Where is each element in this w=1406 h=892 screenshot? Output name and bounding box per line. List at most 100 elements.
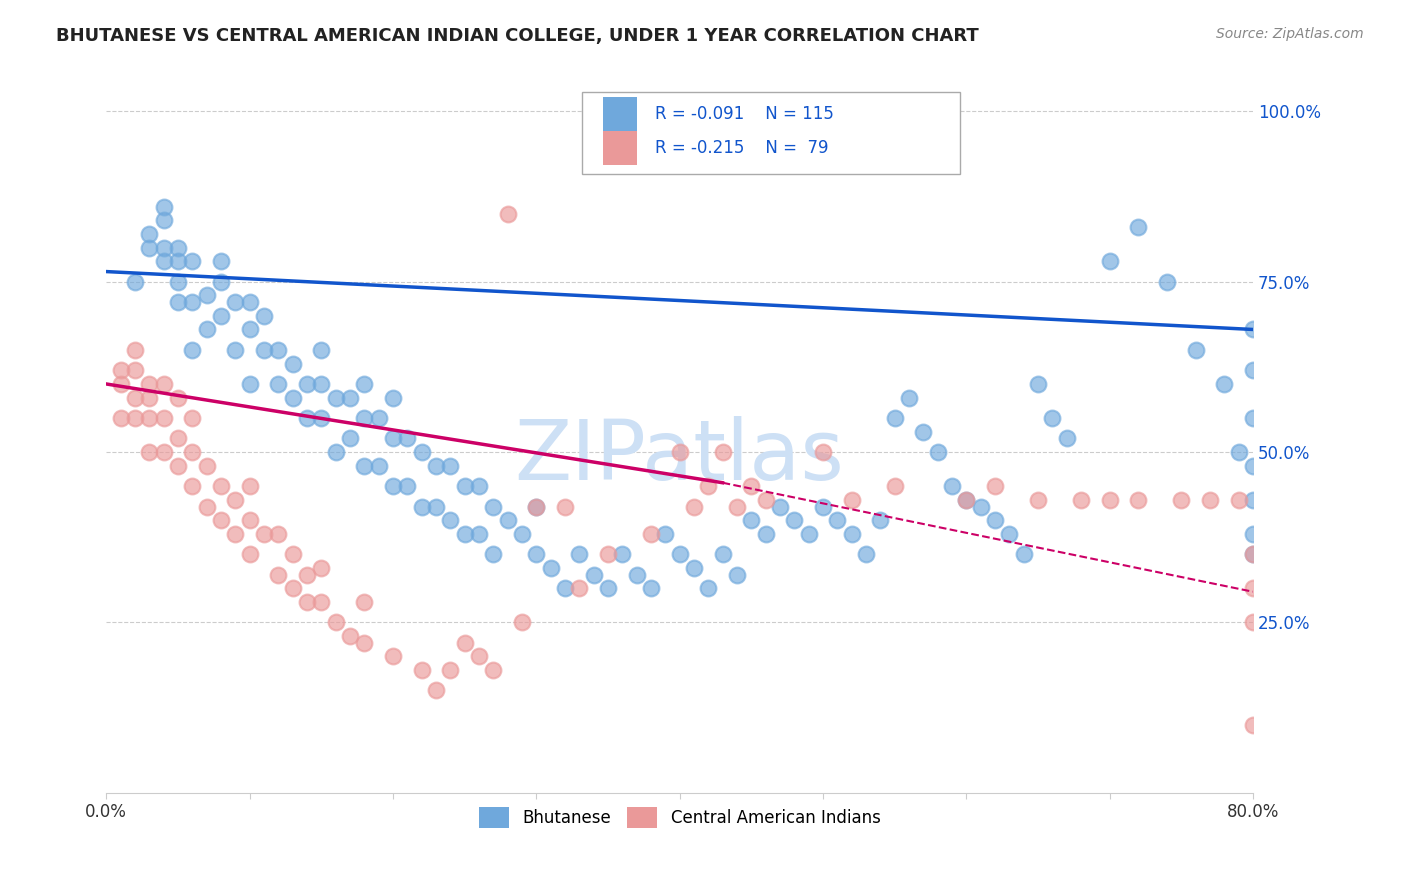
Point [267,526,290,541]
Point [1070,492,1092,507]
Point [353,411,375,425]
Point [883,411,905,425]
Point [267,567,290,582]
Point [110,411,132,425]
Point [955,492,977,507]
Point [238,376,260,391]
Point [124,275,146,289]
Point [439,663,461,677]
Point [295,567,318,582]
Point [1241,582,1264,596]
Point [825,513,848,527]
Point [640,526,662,541]
Point [181,343,204,357]
Text: BHUTANESE VS CENTRAL AMERICAN INDIAN COLLEGE, UNDER 1 YEAR CORRELATION CHART: BHUTANESE VS CENTRAL AMERICAN INDIAN COL… [56,27,979,45]
Point [1227,492,1250,507]
Point [309,376,332,391]
Point [783,513,806,527]
Point [281,582,304,596]
Point [411,500,433,514]
FancyBboxPatch shape [603,131,637,165]
Point [152,200,174,214]
Point [152,254,174,268]
Point [181,411,204,425]
Point [510,526,533,541]
Point [281,357,304,371]
Point [1241,411,1264,425]
Point [425,500,447,514]
Point [353,376,375,391]
Point [596,547,619,561]
Point [841,526,863,541]
Point [152,411,174,425]
Point [1098,492,1121,507]
Point [1098,254,1121,268]
Point [568,547,591,561]
Point [941,479,963,493]
Text: Source: ZipAtlas.com: Source: ZipAtlas.com [1216,27,1364,41]
Point [267,343,290,357]
Point [110,363,132,377]
Point [295,595,318,609]
Point [339,629,361,643]
Point [1128,492,1150,507]
Point [195,322,218,336]
Point [1040,411,1063,425]
Point [439,513,461,527]
Point [253,343,276,357]
FancyBboxPatch shape [603,96,637,131]
Point [654,526,676,541]
Point [754,526,776,541]
Point [224,295,246,310]
Point [453,636,475,650]
Point [195,458,218,473]
Point [110,376,132,391]
Point [524,500,547,514]
Point [1156,275,1178,289]
Point [181,445,204,459]
Point [209,513,232,527]
Point [683,561,706,575]
Point [668,547,690,561]
Point [897,391,920,405]
Point [984,513,1007,527]
Point [869,513,891,527]
Point [1241,547,1264,561]
Point [984,479,1007,493]
Point [754,492,776,507]
Point [209,254,232,268]
Point [596,582,619,596]
Point [381,649,404,664]
Point [396,432,419,446]
Point [167,432,190,446]
Point [167,458,190,473]
Point [640,582,662,596]
Point [841,492,863,507]
Point [209,275,232,289]
Point [167,391,190,405]
Point [267,376,290,391]
Point [998,526,1021,541]
Point [124,363,146,377]
Point [353,636,375,650]
Point [124,343,146,357]
Point [138,227,160,241]
Point [124,411,146,425]
Point [582,567,605,582]
Point [568,582,591,596]
Point [1056,432,1078,446]
Point [138,241,160,255]
Point [167,241,190,255]
Point [238,513,260,527]
Point [281,547,304,561]
Point [468,479,491,493]
Point [195,500,218,514]
Point [1026,376,1049,391]
Point [224,343,246,357]
Point [425,458,447,473]
Point [152,213,174,227]
Point [238,322,260,336]
Point [181,295,204,310]
Point [367,411,389,425]
Point [725,500,748,514]
